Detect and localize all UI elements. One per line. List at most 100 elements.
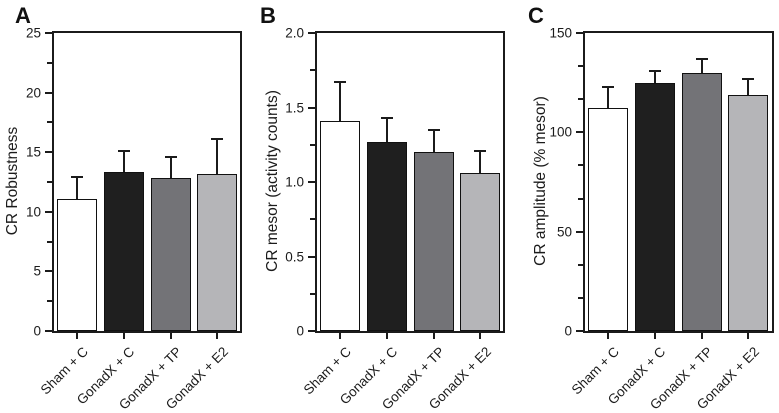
y-axis-minor-tick <box>310 143 315 146</box>
x-axis-tick <box>747 333 749 339</box>
error-bar-stem <box>654 70 656 83</box>
y-axis-tick-label: 150 <box>549 25 572 41</box>
y-axis-minor-tick <box>578 296 583 299</box>
y-axis-minor-tick <box>578 98 583 101</box>
x-axis-tick <box>216 333 218 339</box>
error-bar-cap <box>474 149 486 152</box>
bar-gonadx-tp <box>681 72 722 331</box>
panel-a-plot-area: 0 5 10 15 20 25 Sham + C GonadX + C GonadX + TP G… <box>26 26 242 413</box>
y-axis-tick-label: 5 <box>33 263 41 279</box>
panel-c-plot-area: 0 50 100 150 Sham + C GonadX + C GonadX + TP Go… <box>549 26 774 413</box>
error-bar-cap <box>427 128 440 131</box>
y-axis-major-tick <box>45 210 52 213</box>
x-axis-tick <box>432 333 435 339</box>
panel-b-y-axis-title: CR mesor (activity counts) <box>264 90 281 272</box>
bar-gonadx-c <box>635 82 675 331</box>
y-axis-major-tick <box>308 181 315 183</box>
bar-gonadx-c <box>104 172 144 331</box>
y-axis-major-tick <box>308 32 315 34</box>
y-axis-tick-label: 15 <box>25 144 41 160</box>
y-axis-tick-label: 2.0 <box>285 25 304 41</box>
error-bar-stem <box>386 117 388 142</box>
bar-sham-c <box>57 198 97 331</box>
panel-a-y-axis-title: CR Robustness <box>4 126 21 236</box>
y-axis-minor-tick <box>47 300 52 303</box>
error-bar-stem <box>607 86 609 109</box>
y-axis-tick-label: 10 <box>25 204 41 220</box>
x-axis-tick <box>169 333 172 339</box>
bar-gonadx-e2 <box>728 94 768 331</box>
y-axis-major-tick <box>576 32 583 34</box>
bar-gonadx-e2 <box>197 173 237 331</box>
y-axis-tick-label: 0.5 <box>285 249 304 264</box>
error-bar-cap <box>381 116 393 119</box>
error-bar-cap <box>71 176 83 179</box>
y-axis-tick-label: 0 <box>296 323 304 339</box>
y-axis-major-tick <box>45 32 52 34</box>
bar-gonadx-tp <box>150 178 191 331</box>
y-axis-minor-tick <box>578 263 583 266</box>
y-axis-tick-label: 25 <box>25 25 41 41</box>
error-bar-stem <box>700 58 703 73</box>
y-axis-minor-tick <box>47 181 52 183</box>
error-bar-stem <box>747 78 749 95</box>
bar-sham-c <box>588 108 628 331</box>
y-axis-tick-label: 1.0 <box>285 174 304 190</box>
error-bar-cap <box>602 85 614 88</box>
error-bar-cap <box>118 150 130 152</box>
bar-sham-c <box>320 120 360 331</box>
x-axis-tick <box>123 333 125 339</box>
panel-c-y-axis-title: CR amplitude (% mesor) <box>532 96 549 266</box>
y-axis-minor-tick <box>578 65 583 68</box>
error-bar-stem <box>479 150 481 174</box>
y-axis-minor-tick <box>578 164 583 167</box>
y-axis-minor-tick <box>47 61 52 64</box>
x-axis-tick <box>386 333 388 339</box>
x-axis-tick <box>607 333 609 339</box>
y-axis-tick-label: 20 <box>25 85 41 101</box>
x-axis-tick <box>700 333 703 339</box>
y-axis-major-tick <box>45 270 52 273</box>
x-axis-tick <box>479 333 481 339</box>
error-bar-cap <box>164 155 177 158</box>
y-axis-tick-label: 0 <box>33 323 41 339</box>
error-bar-cap <box>649 69 661 72</box>
y-axis-tick-label: 50 <box>556 224 572 240</box>
x-axis-tick <box>76 333 78 339</box>
y-axis-tick-label: 1.5 <box>285 100 304 115</box>
panel-a-letter: A <box>15 3 31 28</box>
y-axis-major-tick <box>45 91 52 94</box>
bar-gonadx-e2 <box>460 173 500 331</box>
y-axis-minor-tick <box>47 121 52 124</box>
x-axis-tick <box>654 333 656 339</box>
error-bar-stem <box>169 156 172 179</box>
error-bar-cap <box>695 57 708 60</box>
error-bar-stem <box>123 151 125 173</box>
y-axis-major-tick <box>576 131 583 134</box>
y-axis-major-tick <box>576 230 583 233</box>
y-axis-tick-label: 0 <box>564 323 572 339</box>
y-axis-major-tick <box>576 330 583 332</box>
y-axis-major-tick <box>308 106 315 109</box>
y-axis-major-tick <box>45 151 52 154</box>
panel-b-plot-area: 0 0.5 1.0 1.5 2.0 Sham + C GonadX + C GonadX + … <box>285 26 505 413</box>
y-axis-minor-tick <box>310 292 315 295</box>
y-axis-minor-tick <box>47 240 52 243</box>
y-axis-minor-tick <box>310 69 315 72</box>
error-bar-cap <box>742 77 754 80</box>
error-bar-cap <box>211 138 223 141</box>
y-axis-minor-tick <box>578 197 583 200</box>
panel-c-letter: C <box>528 3 544 28</box>
y-axis-major-tick <box>308 255 315 258</box>
panel-b-letter: B <box>260 3 276 28</box>
bar-gonadx-c <box>367 141 407 331</box>
error-bar-stem <box>339 82 341 121</box>
x-axis-tick <box>339 333 341 339</box>
bar-gonadx-tp <box>413 152 454 331</box>
y-axis-major-tick <box>308 330 315 332</box>
error-bar-stem <box>432 129 435 153</box>
y-axis-minor-tick <box>310 218 315 221</box>
y-axis-major-tick <box>45 330 52 332</box>
y-axis-tick-label: 100 <box>549 124 572 140</box>
error-bar-stem <box>216 139 218 174</box>
